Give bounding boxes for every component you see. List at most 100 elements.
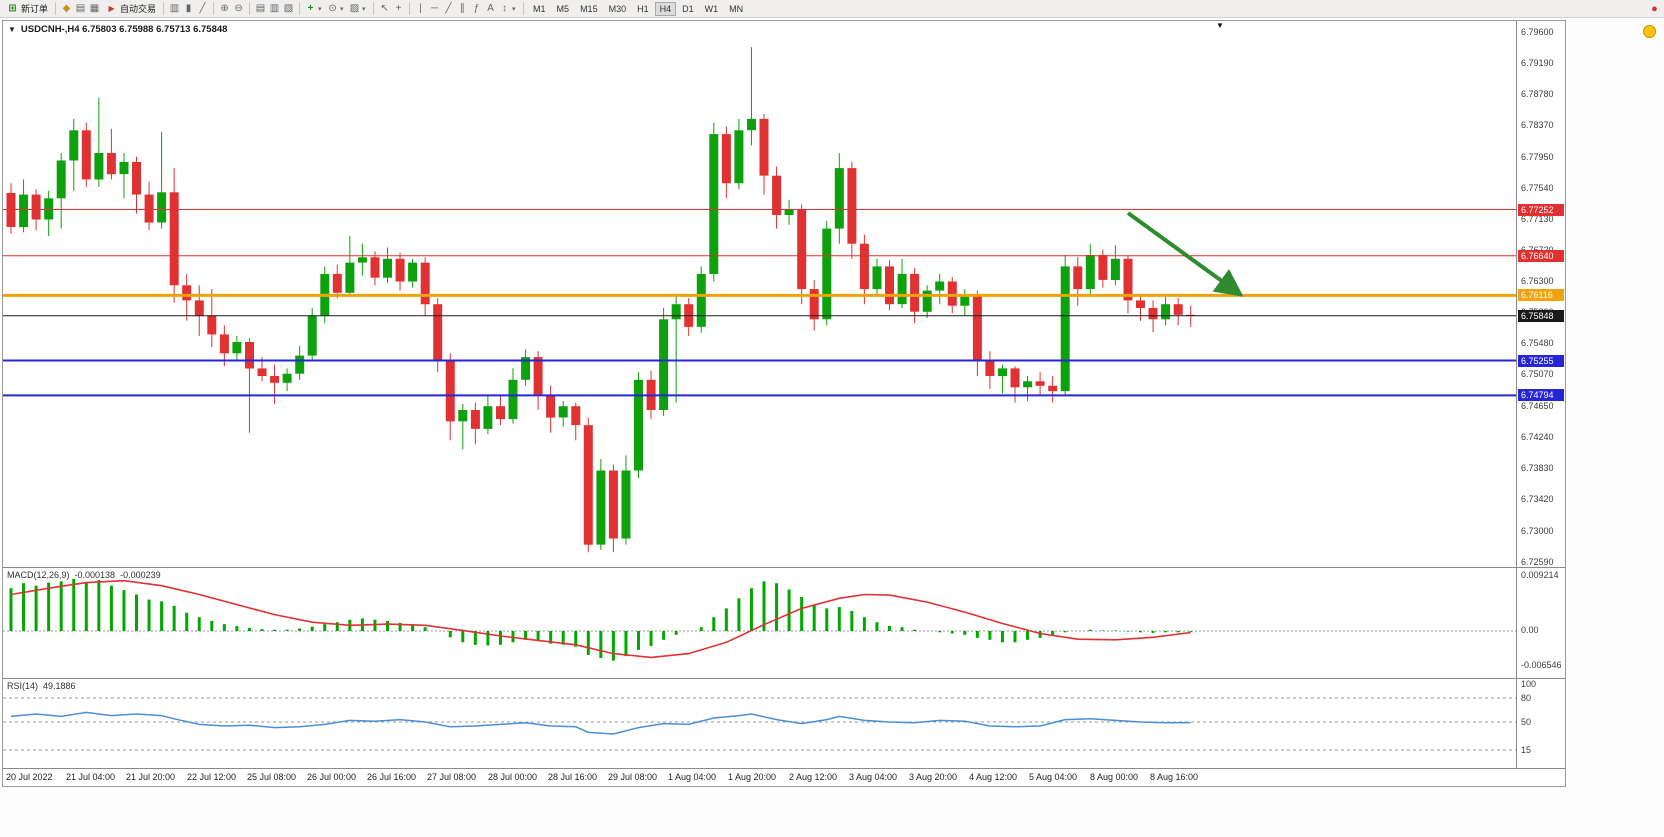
macd-name: MACD(12,26,9): [7, 570, 70, 580]
toolbar-separator: [373, 2, 375, 15]
symbol-ohlc-title: USDCNH-,H4 6.75803 6.75988 6.75713 6.758…: [20, 24, 228, 35]
navigator-icon[interactable]: ▦: [89, 3, 100, 14]
main-toolbar: ⊞ 新订单 ◆ ▤ ▦ ▶ 自动交易 ▥ ▮ ╱ ⊕ ⊖ ▤ ▥ ▧ + ▾ ⊙…: [0, 0, 1664, 18]
auto-trading-icon: ▶: [108, 4, 115, 13]
rsi-chart[interactable]: [3, 679, 1516, 768]
toolbar-separator: [249, 2, 251, 15]
tile-cascade-icon[interactable]: ▧: [283, 3, 294, 14]
periods-dropdown-icon[interactable]: ▾: [340, 5, 344, 13]
hline-price-tag: 6.76116: [1518, 289, 1564, 301]
price-plot[interactable]: ▼ USDCNH-,H4 6.75803 6.75988 6.75713 6.7…: [3, 21, 1516, 567]
macd-axis-label: 0.00: [1521, 625, 1539, 635]
time-label: 25 Jul 08:00: [247, 772, 297, 782]
vertical-line-tool-icon[interactable]: |: [419, 3, 422, 14]
toolbar-separator: [163, 2, 165, 15]
macd-plot[interactable]: MACD(12,26,9) -0.000138 -0.000239: [3, 568, 1516, 678]
time-axis[interactable]: 20 Jul 2022 21 Jul 04:00 21 Jul 20:00 22 Ju…: [3, 768, 1565, 786]
templates-icon[interactable]: ▨: [349, 3, 360, 14]
toolbar-separator: [213, 2, 215, 15]
price-tick-label: 6.77130: [1521, 214, 1554, 224]
rsi-axis[interactable]: 100 80 50 15: [1516, 679, 1565, 768]
toolbar-separator: [55, 2, 57, 15]
tile-horizontal-icon[interactable]: ▤: [255, 3, 266, 14]
candlestick-chart-icon[interactable]: ▮: [185, 3, 192, 14]
price-tick-label: 6.75480: [1521, 338, 1554, 348]
arrows-dropdown-icon[interactable]: ▾: [512, 5, 516, 13]
indicators-dropdown-icon[interactable]: ▾: [318, 5, 322, 13]
horizontal-line-tool-icon[interactable]: ─: [430, 3, 439, 14]
price-axis[interactable]: 6.79600 6.79190 6.78780 6.78370 6.77950 6.775…: [1516, 21, 1565, 567]
timeframe-h1[interactable]: H1: [637, 3, 649, 14]
time-label: 1 Aug 20:00: [728, 772, 777, 782]
timeframe-m15[interactable]: M15: [580, 3, 598, 14]
periods-icon[interactable]: ⊙: [328, 3, 337, 14]
timeframe-d1[interactable]: D1: [682, 3, 694, 14]
one-click-trading-toggle-icon[interactable]: ▼: [8, 25, 16, 34]
timeframe-mn[interactable]: MN: [729, 3, 744, 14]
text-tool-icon[interactable]: A: [487, 3, 494, 14]
macd-chart[interactable]: [3, 568, 1516, 678]
price-tick-label: 6.77540: [1521, 183, 1554, 193]
cursor-icon[interactable]: ↖: [380, 3, 389, 14]
market-watch-icon[interactable]: ◆: [62, 3, 71, 14]
pane-splitter[interactable]: [3, 567, 1565, 568]
templates-dropdown-icon[interactable]: ▾: [362, 5, 366, 13]
auto-trading-button[interactable]: ▶ 自动交易: [102, 1, 159, 16]
time-label: 27 Jul 08:00: [427, 772, 477, 782]
price-tick-label: 6.79190: [1521, 58, 1554, 68]
hline-price-tag: 6.76640: [1518, 250, 1564, 262]
community-icon[interactable]: ●: [1651, 2, 1658, 15]
time-label: 1 Aug 04:00: [668, 772, 717, 782]
scroll-marker-icon[interactable]: ▼: [1216, 21, 1224, 30]
price-tick-label: 6.73000: [1521, 526, 1554, 536]
time-label: 2 Aug 12:00: [789, 772, 838, 782]
new-order-button[interactable]: ⊞ 新订单: [3, 1, 51, 16]
candlestick-chart[interactable]: [3, 21, 1516, 567]
macd-axis-label: -0.006546: [1521, 660, 1562, 670]
fibonacci-tool-icon[interactable]: ƒ: [473, 3, 480, 14]
time-label: 5 Aug 04:00: [1029, 772, 1078, 782]
channel-tool-icon[interactable]: ∥: [460, 3, 466, 14]
trendline-tool-icon[interactable]: ╱: [445, 3, 452, 14]
time-label: 21 Jul 20:00: [126, 772, 176, 782]
time-label: 26 Jul 00:00: [307, 772, 357, 782]
toolbar-separator: [523, 2, 525, 15]
timeframe-m1[interactable]: M1: [533, 3, 546, 14]
time-label: 3 Aug 20:00: [909, 772, 958, 782]
rsi-plot[interactable]: RSI(14) 49.1886: [3, 679, 1516, 768]
macd-axis[interactable]: 0.009214 0.00 -0.006546: [1516, 568, 1565, 678]
timeframe-w1[interactable]: W1: [704, 3, 719, 14]
price-tick-label: 6.78780: [1521, 89, 1554, 99]
price-tick-label: 6.79600: [1521, 27, 1554, 37]
chart-window: ▼ USDCNH-,H4 6.75803 6.75988 6.75713 6.7…: [2, 20, 1566, 787]
time-label: 29 Jul 08:00: [608, 772, 658, 782]
time-label: 4 Aug 12:00: [969, 772, 1018, 782]
line-chart-icon[interactable]: ╱: [199, 3, 206, 14]
macd-label: MACD(12,26,9) -0.000138 -0.000239: [7, 570, 161, 580]
crosshair-icon[interactable]: +: [395, 3, 402, 14]
current-price-tag: 6.75848: [1518, 310, 1564, 322]
zoom-out-icon[interactable]: ⊖: [234, 3, 243, 14]
price-tick-label: 6.75070: [1521, 369, 1554, 379]
rsi-axis-label: 80: [1521, 693, 1532, 703]
price-tick-label: 6.72590: [1521, 557, 1554, 567]
timeframe-h4[interactable]: H4: [654, 1, 677, 16]
new-order-icon: ⊞: [8, 3, 17, 14]
timeframe-m5[interactable]: M5: [556, 3, 570, 14]
toolbar-separator: [299, 2, 301, 15]
notification-bubble-icon[interactable]: [1643, 25, 1656, 38]
price-tick-label: 6.73830: [1521, 463, 1554, 473]
indicators-icon[interactable]: +: [307, 3, 314, 14]
arrows-tool-icon[interactable]: ↕: [502, 3, 508, 14]
time-label: 3 Aug 04:00: [849, 772, 898, 782]
bar-chart-icon[interactable]: ▥: [169, 3, 180, 14]
macd-pane: MACD(12,26,9) -0.000138 -0.000239 0.0092…: [3, 568, 1565, 678]
price-tick-label: 6.74650: [1521, 401, 1554, 411]
pane-splitter[interactable]: [3, 678, 1565, 679]
timeframe-m30[interactable]: M30: [608, 3, 627, 14]
rsi-pane: RSI(14) 49.1886 100 80 50 15: [3, 679, 1565, 768]
tile-vertical-icon[interactable]: ▥: [269, 3, 280, 14]
zoom-in-icon[interactable]: ⊕: [220, 3, 229, 14]
data-window-icon[interactable]: ▤: [75, 3, 86, 14]
rsi-label: RSI(14) 49.1886: [7, 681, 76, 691]
